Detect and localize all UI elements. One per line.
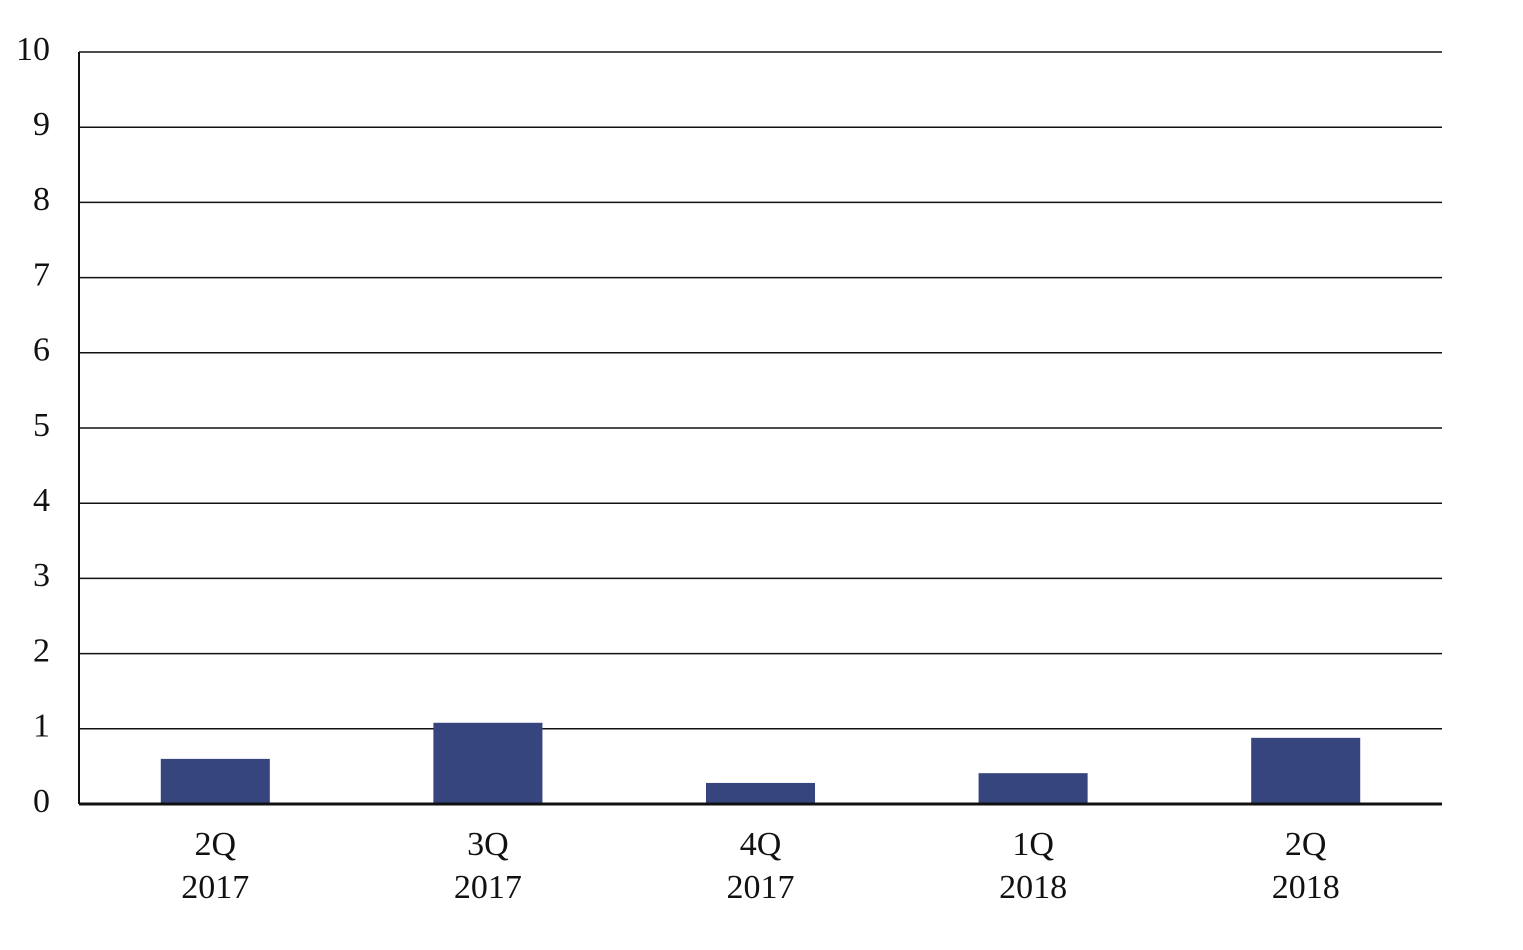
y-tick-label: 3 — [33, 557, 50, 594]
y-tick-label: 9 — [33, 106, 50, 143]
x-tick-label: 1Q 2018 — [999, 826, 1067, 906]
bar — [1251, 737, 1361, 804]
x-tick-label: 2Q 2018 — [1272, 826, 1340, 906]
x-tick-label: 2Q 2017 — [181, 826, 249, 906]
y-tick-label: 2 — [33, 632, 50, 669]
y-tick-label: 8 — [33, 181, 50, 218]
x-tick-label: 3Q 2017 — [454, 826, 522, 906]
y-tick-label: 0 — [33, 783, 50, 820]
y-tick-label: 6 — [33, 332, 50, 369]
bar — [978, 773, 1088, 804]
y-tick-label: 5 — [33, 407, 50, 444]
y-tick-label: 1 — [33, 708, 50, 745]
bar — [705, 782, 816, 804]
bar — [160, 758, 270, 804]
y-tick-label: 10 — [16, 31, 50, 68]
bar — [433, 722, 543, 804]
y-tick-label: 4 — [33, 482, 50, 519]
y-tick-label: 7 — [33, 256, 50, 293]
x-tick-label: 4Q 2017 — [727, 826, 795, 906]
